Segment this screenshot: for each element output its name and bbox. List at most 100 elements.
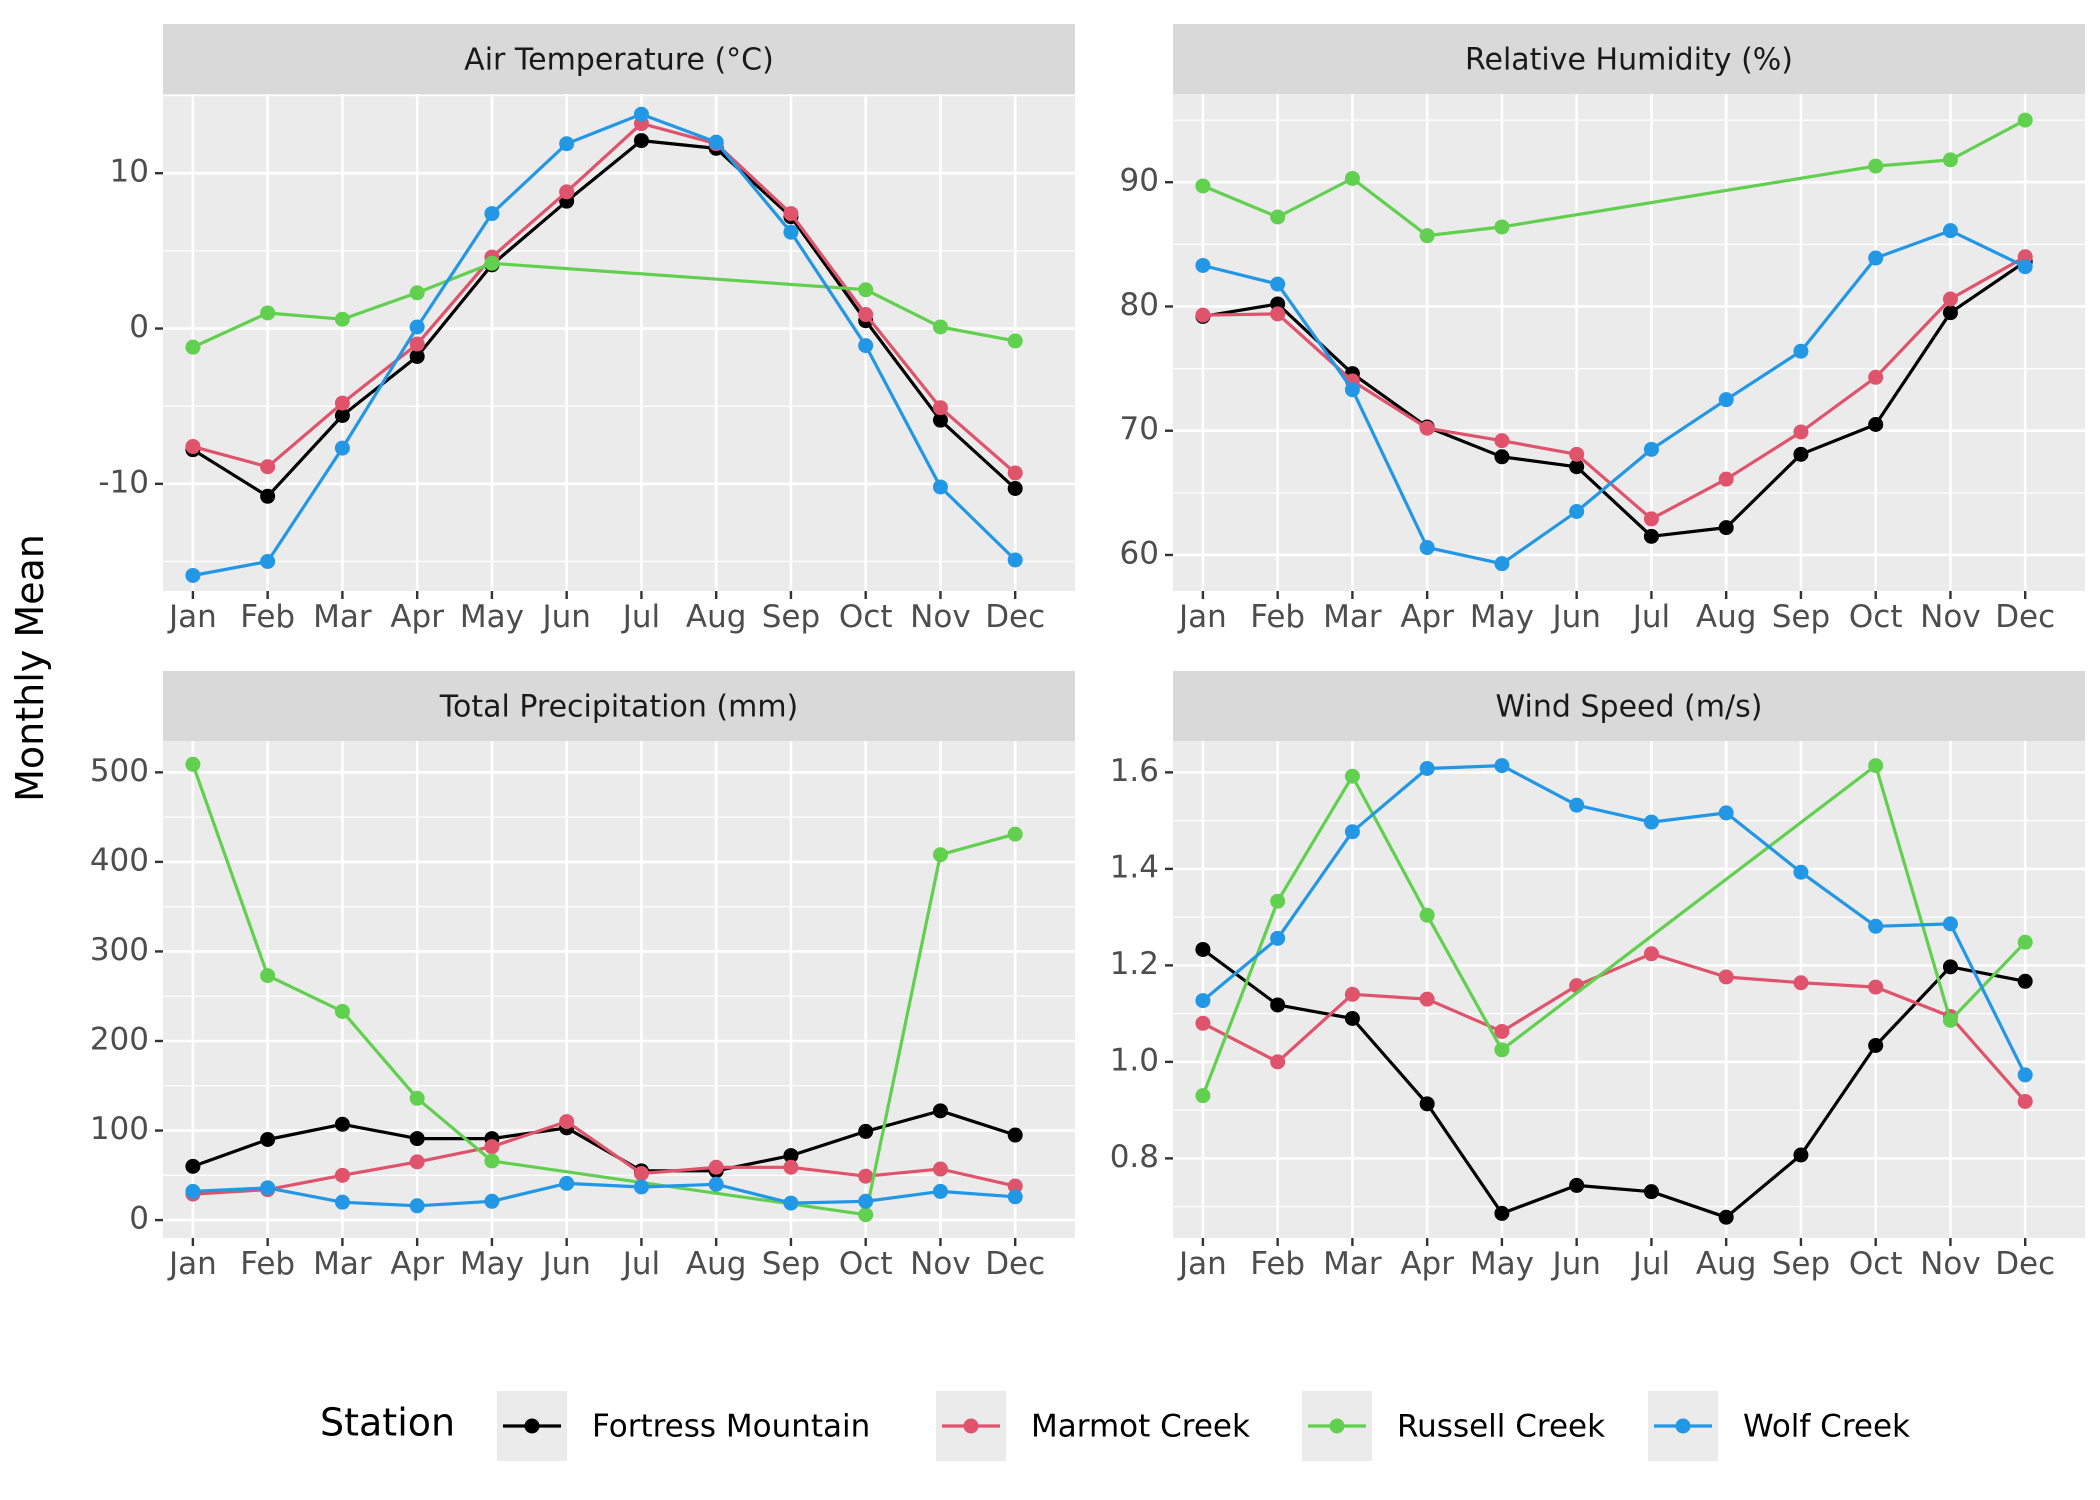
data-point — [559, 1175, 575, 1191]
data-point — [1270, 209, 1286, 225]
x-tick-label: Dec — [1995, 599, 2055, 635]
legend-key-point — [524, 1418, 540, 1434]
series-line — [192, 1181, 1016, 1208]
facet-strip — [1173, 24, 2085, 94]
legend-entries: Fortress Mountain Marmot Creek Russell Cre… — [497, 1391, 1910, 1461]
data-point — [260, 488, 276, 504]
panel-total-precipitation-mm: Total Precipitation (mm) 0 100 200 300 400 500… — [90, 671, 1075, 1282]
data-point — [1942, 916, 1958, 932]
data-point — [1718, 969, 1734, 985]
data-point — [409, 1090, 425, 1106]
series-line — [1202, 952, 2027, 1103]
data-point — [334, 1194, 350, 1210]
y-tick-label: 0 — [129, 309, 149, 345]
x-tick-label: Feb — [1250, 1246, 1305, 1282]
data-point — [1942, 152, 1958, 168]
x-tick-label: Dec — [1995, 1246, 2055, 1282]
data-point — [1494, 219, 1510, 235]
data-point — [2017, 259, 2033, 275]
y-tick-label: 70 — [1120, 411, 1159, 447]
x-axis: Jan Feb Mar Apr May Jun Jul Aug Sep Oct Nov Dec — [1177, 1238, 2055, 1282]
data-point — [858, 1168, 874, 1184]
data-point — [559, 1114, 575, 1130]
y-tick-label: 200 — [90, 1021, 149, 1057]
data-point — [484, 255, 500, 271]
data-point — [1494, 758, 1510, 774]
data-point — [1007, 1189, 1023, 1205]
data-point — [185, 339, 201, 355]
data-point — [185, 1183, 201, 1199]
facet-strip — [163, 24, 1075, 94]
data-point — [484, 1153, 500, 1169]
data-point — [334, 1003, 350, 1019]
data-point — [783, 1159, 799, 1175]
data-point — [1007, 1178, 1023, 1194]
data-point — [409, 319, 425, 335]
x-axis: Jan Feb Mar Apr May Jun Jul Aug Sep Oct Nov Dec — [167, 591, 1045, 635]
data-point — [1643, 441, 1659, 457]
data-point — [1643, 814, 1659, 830]
data-point — [1793, 975, 1809, 991]
data-point — [1718, 1209, 1734, 1225]
data-point — [1419, 761, 1435, 777]
y-tick-label: 400 — [90, 842, 149, 878]
series-wolf-creek — [185, 106, 1023, 583]
legend-item-russell-creek: Russell Creek — [1302, 1391, 1605, 1461]
data-point — [932, 1183, 948, 1199]
data-point — [1793, 864, 1809, 880]
data-point — [932, 479, 948, 495]
data-point — [932, 319, 948, 335]
x-tick-label: Apr — [390, 599, 444, 635]
series-marmot-creek — [1195, 946, 2033, 1109]
y-tick-label: 500 — [90, 753, 149, 789]
data-point — [1419, 991, 1435, 1007]
data-point — [1007, 333, 1023, 349]
x-tick-label: Dec — [985, 599, 1045, 635]
data-point — [1195, 993, 1211, 1009]
legend-label: Russell Creek — [1397, 1409, 1605, 1445]
data-point — [783, 224, 799, 240]
data-point — [1419, 228, 1435, 244]
y-axis: -10 0 10 — [98, 154, 163, 500]
data-point — [858, 282, 874, 298]
data-point — [1718, 392, 1734, 408]
data-point — [858, 1123, 874, 1139]
x-tick-label: May — [460, 1246, 524, 1282]
series-fortress-mountain — [1195, 941, 2033, 1225]
data-point — [1270, 276, 1286, 292]
data-point — [2017, 112, 2033, 128]
legend-item-fortress-mountain: Fortress Mountain — [497, 1391, 870, 1461]
data-point — [1868, 758, 1884, 774]
data-point — [1793, 424, 1809, 440]
x-tick-label: Feb — [240, 599, 295, 635]
x-tick-label: Oct — [1849, 1246, 1903, 1282]
data-point — [932, 847, 948, 863]
series-line — [1201, 763, 2027, 1097]
data-point — [1270, 893, 1286, 909]
data-point — [1793, 343, 1809, 359]
data-point — [1569, 503, 1585, 519]
x-tick-label: Apr — [390, 1246, 444, 1282]
panel-background — [163, 94, 1075, 591]
data-point — [559, 136, 575, 152]
x-tick-label: Jan — [167, 1246, 217, 1282]
x-tick-label: Mar — [1323, 599, 1382, 635]
gridlines — [1173, 741, 2085, 1238]
x-tick-label: Jan — [1177, 599, 1227, 635]
data-point — [185, 567, 201, 583]
series-line — [1202, 229, 2026, 566]
y-tick-label: 1.0 — [1110, 1042, 1159, 1078]
x-tick-label: Mar — [1323, 1246, 1382, 1282]
data-point — [1718, 471, 1734, 487]
data-point — [1494, 449, 1510, 465]
data-point — [185, 439, 201, 455]
data-point — [1270, 306, 1286, 322]
data-point — [1868, 158, 1884, 174]
x-tick-label: Aug — [686, 599, 747, 635]
data-point — [559, 184, 575, 200]
x-tick-label: Nov — [1920, 1246, 1981, 1282]
y-axis: 0.8 1.0 1.2 1.4 1.6 — [1110, 753, 1173, 1175]
x-tick-label: Nov — [910, 1246, 971, 1282]
x-tick-label: Mar — [313, 1246, 372, 1282]
data-point — [260, 459, 276, 475]
